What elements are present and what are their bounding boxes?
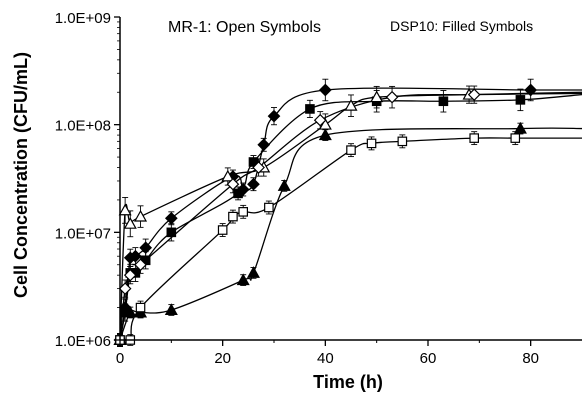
point-triangle-filled	[318, 128, 332, 141]
point-diamond-open	[467, 88, 481, 102]
point-diamond-filled	[164, 211, 178, 225]
axes	[114, 16, 582, 346]
point-triangle-open	[134, 209, 148, 222]
point-diamond-open	[226, 177, 240, 191]
point-square-open	[346, 145, 356, 155]
point-square-open	[135, 302, 146, 313]
x-tick-label: 40	[317, 350, 334, 367]
point-diamond-filled	[267, 109, 281, 123]
point-triangle-filled	[236, 273, 250, 286]
point-square-open	[228, 211, 238, 222]
point-square-filled	[515, 95, 526, 105]
point-square-filled	[233, 188, 243, 199]
point-square-open	[238, 207, 248, 217]
point-diamond-filled	[524, 83, 538, 97]
point-triangle-filled	[246, 266, 260, 278]
point-diamond-open	[118, 282, 132, 295]
y-axis-title: Cell Concentration (CFU/mL)	[11, 52, 31, 298]
point-diamond-filled	[247, 177, 260, 191]
point-diamond-filled	[257, 138, 271, 152]
point-triangle-filled	[164, 303, 178, 315]
x-axis-title: Time (h)	[313, 372, 383, 392]
annotation-dsp10: DSP10: Filled Symbols	[390, 18, 533, 34]
point-diamond-open	[252, 161, 265, 174]
point-diamond-filled	[318, 83, 332, 97]
point-triangle-open	[221, 169, 235, 182]
series-line-triangle-filled	[119, 127, 582, 341]
series-line-square-open	[119, 137, 582, 343]
point-square-open	[510, 133, 521, 143]
point-triangle-open	[123, 217, 137, 229]
point-diamond-filled	[139, 241, 153, 255]
series-markers	[113, 83, 538, 347]
annotation-mr1: MR-1: Open Symbols	[168, 19, 321, 36]
y-tick-label: 1.0E+08	[55, 118, 111, 135]
point-square-filled	[166, 227, 177, 238]
point-diamond-open	[123, 268, 137, 282]
point-diamond-filled	[129, 249, 142, 263]
point-square-open	[264, 202, 274, 213]
x-tick-label: 60	[420, 350, 437, 367]
series-line-diamond-filled	[119, 87, 582, 341]
point-triangle-filled	[513, 121, 527, 134]
point-square-open	[217, 225, 228, 235]
point-square-open	[469, 133, 479, 143]
point-diamond-open	[313, 113, 327, 127]
point-triangle-filled	[277, 179, 291, 191]
point-triangle-open	[370, 90, 384, 103]
y-tick-label: 1.0E+09	[55, 10, 111, 27]
x-tick-label: 80	[522, 350, 539, 367]
tick-labels: 0 20 40 60 80 1.0E+06 1.0E+07 1.0E+08 1.0E+09	[55, 10, 539, 367]
point-square-open	[397, 136, 408, 147]
point-triangle-open	[344, 98, 358, 111]
point-square-filled	[248, 157, 259, 167]
point-diamond-open	[385, 90, 399, 104]
series-curves	[119, 87, 582, 343]
point-triangle-filled	[123, 305, 137, 318]
point-square-open	[366, 138, 377, 149]
point-square-filled	[438, 96, 449, 107]
y-tick-label: 1.0E+07	[55, 225, 111, 242]
point-triangle-open	[118, 203, 132, 216]
point-diamond-open	[134, 258, 147, 272]
point-square-filled	[305, 104, 315, 114]
x-tick-label: 20	[214, 350, 231, 367]
x-tick-label: 0	[116, 350, 124, 367]
y-tick-label: 1.0E+06	[55, 333, 111, 350]
